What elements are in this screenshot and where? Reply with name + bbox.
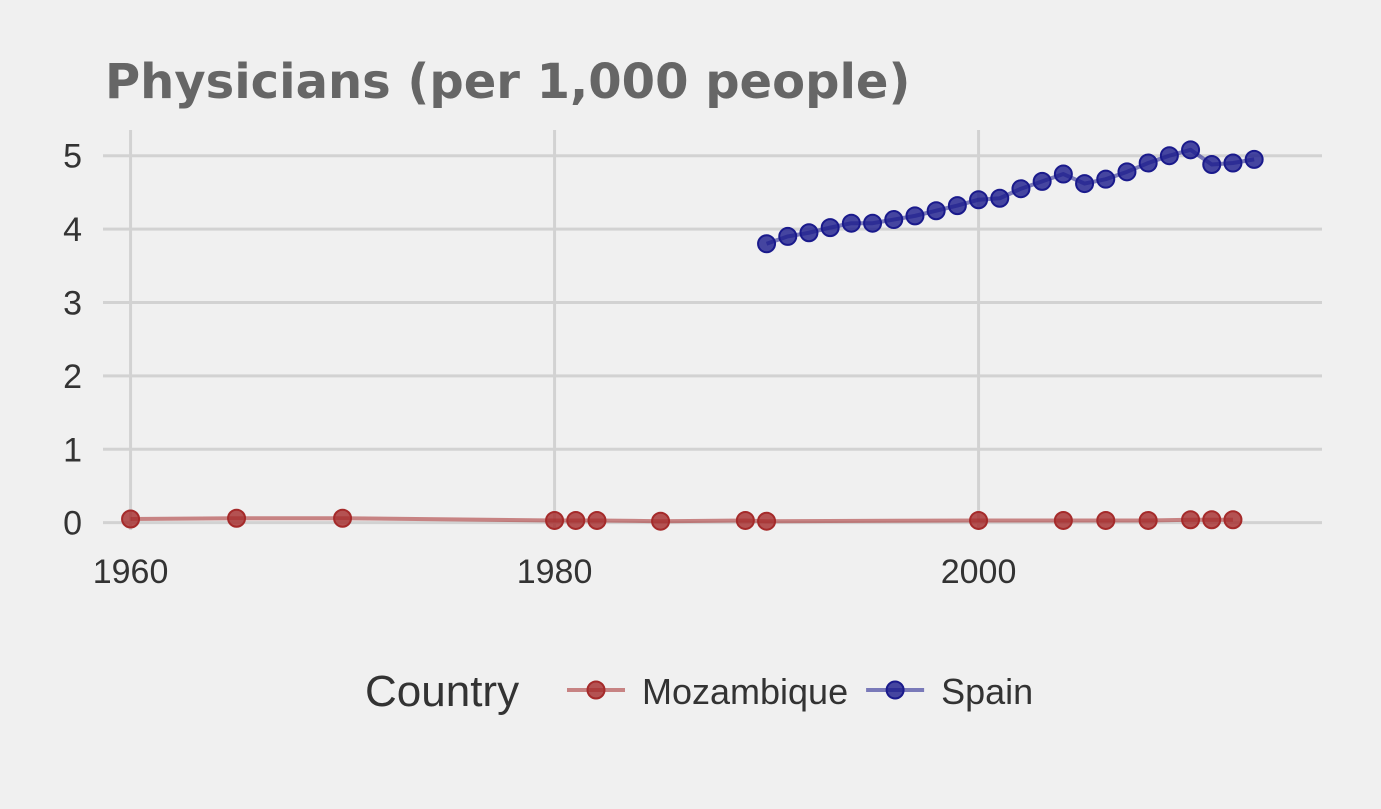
data-point-mozambique — [587, 510, 607, 530]
data-point-spain — [1159, 146, 1179, 166]
y-tick-label: 4 — [63, 211, 82, 249]
data-point-mozambique — [1053, 510, 1073, 530]
y-tick-label: 0 — [63, 505, 82, 543]
data-point-spain — [1117, 162, 1137, 182]
legend-title: Country — [365, 667, 519, 716]
data-point-mozambique — [545, 510, 565, 530]
x-tick-label: 2000 — [941, 553, 1017, 591]
data-point-spain — [990, 188, 1010, 208]
data-point-spain — [1011, 179, 1031, 199]
data-point-spain — [1181, 140, 1201, 160]
data-point-mozambique — [227, 508, 247, 528]
chart-title: Physicians (per 1,000 people) — [105, 54, 910, 110]
grid — [103, 130, 1322, 530]
data-point-mozambique — [1202, 510, 1222, 530]
data-point-spain — [1244, 149, 1264, 169]
data-point-mozambique — [757, 511, 777, 531]
data-point-mozambique — [651, 511, 671, 531]
data-point-spain — [841, 213, 861, 233]
data-point-spain — [1075, 174, 1095, 194]
legend-label: Mozambique — [642, 671, 848, 712]
data-point-spain — [820, 218, 840, 238]
data-point-spain — [969, 190, 989, 210]
data-point-mozambique — [735, 510, 755, 530]
data-point-spain — [926, 201, 946, 221]
series-line-mozambique — [130, 516, 1233, 524]
data-point-mozambique — [566, 510, 586, 530]
data-point-spain — [799, 223, 819, 243]
legend-label: Spain — [941, 671, 1033, 712]
data-point-spain — [778, 226, 798, 246]
x-tick-label: 1960 — [93, 553, 169, 591]
y-tick-label: 3 — [63, 284, 82, 322]
data-point-spain — [947, 196, 967, 216]
legend-item-mozambique: Mozambique — [567, 671, 848, 712]
data-point-mozambique — [1138, 510, 1158, 530]
data-point-spain — [905, 206, 925, 226]
data-point-mozambique — [1181, 510, 1201, 530]
data-point-spain — [1032, 171, 1052, 191]
legend-item-spain: Spain — [866, 671, 1033, 712]
series-mozambique — [121, 508, 1243, 531]
data-point-mozambique — [121, 509, 141, 529]
data-point-spain — [884, 210, 904, 230]
data-point-spain — [1202, 154, 1222, 174]
data-point-spain — [1138, 153, 1158, 173]
x-tick-label: 1980 — [517, 553, 593, 591]
data-point-mozambique — [1096, 510, 1116, 530]
y-tick-label: 2 — [63, 358, 82, 396]
data-point-spain — [863, 213, 883, 233]
series-layer — [121, 140, 1264, 531]
data-point-mozambique — [333, 508, 353, 528]
y-tick-label: 1 — [63, 431, 82, 469]
data-point-spain — [1096, 169, 1116, 189]
axis-ticks: 0 1 2 3 4 5 1960 1980 2000 — [63, 138, 1016, 591]
series-spain — [757, 140, 1264, 254]
y-tick-label: 5 — [63, 138, 82, 176]
data-point-spain — [757, 234, 777, 254]
data-point-mozambique — [969, 510, 989, 530]
legend-key-point — [885, 680, 905, 700]
data-point-mozambique — [1223, 510, 1243, 530]
data-point-spain — [1223, 153, 1243, 173]
data-point-spain — [1053, 164, 1073, 184]
legend: Country Mozambique Spain — [365, 667, 1033, 716]
legend-key-point — [586, 680, 606, 700]
